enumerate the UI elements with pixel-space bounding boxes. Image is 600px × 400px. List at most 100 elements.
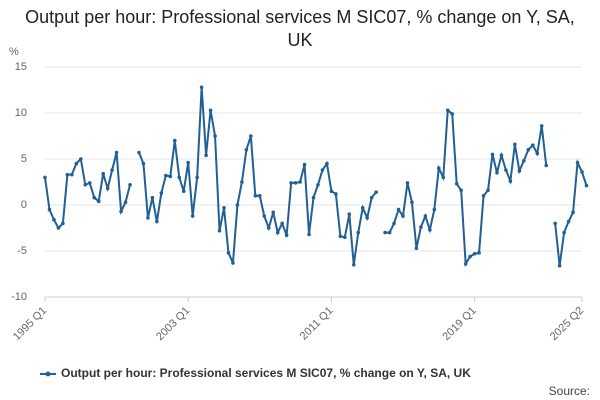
data-point: [539, 124, 544, 128]
data-point: [562, 230, 566, 235]
data-point: [566, 219, 571, 224]
series-line: [44, 87, 588, 268]
data-point: [450, 112, 455, 116]
data-point: [392, 221, 396, 226]
data-point: [110, 168, 114, 172]
data-point: [432, 207, 437, 212]
data-point: [262, 214, 267, 218]
x-tick-label: 1995 Q1: [11, 305, 49, 343]
data-point: [410, 200, 414, 205]
data-point: [334, 192, 338, 196]
data-point: [481, 194, 486, 198]
data-point: [150, 195, 155, 200]
data-point: [459, 188, 463, 193]
x-tick-label: 2003 Q1: [154, 305, 192, 343]
x-tick-label: 2011 Q1: [298, 305, 336, 343]
data-point: [490, 152, 495, 157]
data-point: [204, 153, 208, 158]
data-point: [343, 235, 347, 239]
data-point: [231, 261, 235, 265]
data-point: [530, 143, 535, 147]
data-point: [463, 262, 468, 266]
data-point: [575, 160, 580, 165]
data-point: [249, 134, 253, 138]
data-point: [468, 254, 472, 259]
data-point: [513, 142, 517, 147]
legend-label: Output per hour: Professional services M…: [61, 366, 471, 380]
data-point: [307, 232, 311, 237]
data-point: [83, 182, 88, 187]
y-tick-label: 5: [21, 153, 27, 165]
data-point: [374, 190, 378, 194]
data-point: [293, 181, 298, 185]
data-point: [253, 194, 258, 198]
legend-marker: [45, 371, 51, 377]
data-point: [114, 150, 119, 155]
data-point: [137, 150, 141, 155]
data-point: [535, 151, 540, 156]
data-point: [168, 174, 173, 179]
data-point: [383, 230, 387, 235]
data-point: [517, 169, 522, 173]
data-point: [454, 182, 459, 186]
data-point: [199, 85, 204, 90]
y-tick-label: -10: [11, 291, 27, 303]
data-point: [437, 166, 441, 170]
data-point: [302, 162, 307, 167]
data-point: [508, 179, 513, 183]
data-point: [240, 180, 244, 184]
data-point: [571, 210, 575, 215]
data-point: [96, 199, 101, 204]
data-point: [472, 251, 477, 256]
data-point: [47, 207, 52, 212]
data-point: [325, 161, 329, 166]
data-point: [208, 108, 213, 113]
data-point: [526, 148, 531, 152]
data-point: [356, 230, 361, 235]
data-point: [316, 182, 320, 187]
data-point: [289, 181, 293, 185]
data-point: [79, 157, 83, 161]
x-tick-label: 2025 Q2: [548, 305, 586, 343]
data-point: [213, 134, 217, 138]
data-point: [347, 212, 352, 216]
y-axis-label: %: [9, 46, 19, 58]
data-point: [504, 168, 508, 172]
data-point: [486, 188, 490, 193]
source: Source:: [549, 384, 590, 398]
data-point: [495, 171, 499, 175]
data-point: [222, 205, 226, 210]
data-point: [177, 175, 182, 180]
data-point: [70, 172, 74, 177]
data-point: [123, 200, 128, 205]
data-point: [396, 207, 401, 212]
data-point: [61, 221, 65, 226]
data-point: [522, 159, 526, 163]
data-point: [441, 175, 446, 180]
data-point: [387, 230, 392, 235]
data-point: [499, 153, 504, 158]
data-point: [360, 205, 365, 210]
data-point: [320, 168, 325, 172]
data-point: [280, 221, 284, 226]
data-point: [235, 203, 240, 207]
data-point: [275, 230, 280, 235]
y-tick-label: 10: [15, 107, 27, 119]
data-point: [258, 194, 262, 198]
data-point: [445, 108, 450, 113]
data-point: [338, 234, 343, 239]
data-point: [369, 195, 374, 200]
data-point: [141, 161, 146, 166]
data-point: [244, 148, 249, 152]
data-point: [146, 216, 150, 220]
data-point: [365, 216, 370, 220]
data-point: [266, 226, 271, 230]
data-point: [74, 161, 79, 166]
data-point: [164, 173, 168, 178]
data-point: [226, 251, 231, 255]
data-point: [172, 138, 177, 143]
data-point: [43, 175, 47, 180]
data-point: [181, 189, 186, 193]
